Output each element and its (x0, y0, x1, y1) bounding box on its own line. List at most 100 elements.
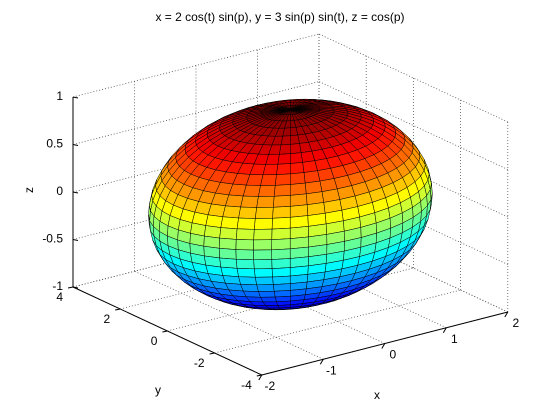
z-tick-label: 0.5 (46, 137, 63, 151)
surface-patch (271, 267, 291, 278)
surface-patch (289, 236, 309, 250)
surface-patch (277, 153, 291, 165)
surface-patch (225, 194, 244, 208)
surface-patch (258, 291, 276, 298)
surface-patch (238, 276, 257, 286)
surface-patch (289, 182, 307, 196)
z-tick (72, 96, 79, 99)
surface-patch (253, 249, 273, 261)
surface-patch (272, 206, 291, 219)
surface-patch (271, 248, 291, 260)
surface-patch (312, 99, 326, 101)
surface-patch (289, 204, 309, 218)
x-tick-label: -1 (326, 363, 337, 377)
y-axis-label: y (155, 383, 161, 397)
surface-patch (365, 277, 382, 288)
y-tick-label: 2 (104, 312, 111, 326)
z-tick-label: 0 (56, 184, 63, 198)
x-tick (258, 374, 263, 381)
surface-patch (253, 239, 273, 251)
surface-patch (430, 193, 433, 210)
surface-patch (290, 162, 305, 175)
surface-patch (427, 168, 432, 184)
surface-patch (271, 217, 291, 230)
y-tick (162, 330, 168, 333)
surface-patch (289, 215, 309, 229)
z-tick-label: -0.5 (42, 232, 63, 246)
surface-patch (289, 193, 308, 207)
surface-patch (240, 284, 259, 292)
surface-patch (415, 229, 425, 245)
surface-patch (255, 207, 274, 219)
grid-line (72, 81, 320, 145)
y-tick (209, 352, 215, 355)
surface-patch (219, 257, 238, 269)
surface-patch (290, 143, 302, 154)
surface-patch (235, 239, 254, 251)
grid-line (214, 289, 461, 354)
surface-patch (276, 163, 291, 175)
surface-patch (254, 276, 274, 286)
surface-patch (236, 268, 256, 278)
z-tick (72, 191, 79, 194)
surface-patch (220, 216, 239, 230)
surface-patch (262, 301, 279, 306)
surface-patch (271, 238, 291, 251)
surface-patch (242, 290, 261, 298)
surface-patch (254, 268, 273, 278)
x-tick (442, 327, 447, 334)
surface-patch (349, 287, 366, 296)
x-axis-label: x (374, 388, 380, 402)
surface-patch (272, 275, 291, 285)
surface-patch (273, 290, 291, 298)
surface-patch (274, 173, 291, 186)
y-tick-label: 4 (56, 290, 63, 304)
surface-patch (238, 206, 257, 219)
surface-patch (289, 172, 306, 185)
grid-line (72, 33, 320, 98)
x-tick (381, 343, 386, 349)
y-tick (115, 308, 121, 311)
surface-patch (289, 226, 309, 239)
x-tick (504, 311, 509, 318)
surface-patch (271, 227, 291, 240)
z-tick (72, 239, 79, 241)
surface-patch (219, 248, 237, 260)
surface-patch (290, 152, 303, 164)
y-tick (256, 374, 262, 377)
chart-title: x = 2 cos(t) sin(p), y = 3 sin(p) sin(t)… (155, 10, 404, 24)
x-tick-label: -2 (264, 379, 275, 393)
z-tick (72, 144, 79, 146)
y-tick (67, 286, 74, 289)
surface-patch (260, 296, 277, 303)
surface-patch (253, 228, 273, 241)
x-tick-label: 1 (451, 332, 458, 346)
x-tick (319, 358, 324, 365)
surface-patch (258, 185, 276, 197)
surface-patch (372, 112, 389, 122)
surface-patch (333, 295, 350, 302)
surface-patch (207, 203, 226, 218)
z-tick-label: 1 (56, 89, 63, 103)
surface-patch (305, 304, 318, 308)
surface-patch (256, 196, 275, 208)
surface-patch (273, 184, 291, 197)
surface-patch (396, 252, 410, 267)
surface-patch (235, 259, 255, 270)
surface-patch (387, 120, 402, 132)
surface-patch (271, 258, 291, 269)
surface-patch (253, 259, 273, 270)
surface-patch (242, 184, 261, 197)
surface-patch (235, 228, 255, 241)
surface-patch (262, 163, 279, 176)
z-tick (72, 286, 79, 289)
surface-patch (381, 265, 397, 278)
z-axis-label: z (22, 187, 36, 193)
surface-patch (273, 283, 291, 292)
surface-patch (235, 249, 254, 261)
y-tick-label: -4 (241, 378, 252, 392)
surface-patch (219, 227, 238, 240)
surface-patch (236, 217, 256, 230)
y-tick-label: -2 (194, 356, 205, 370)
